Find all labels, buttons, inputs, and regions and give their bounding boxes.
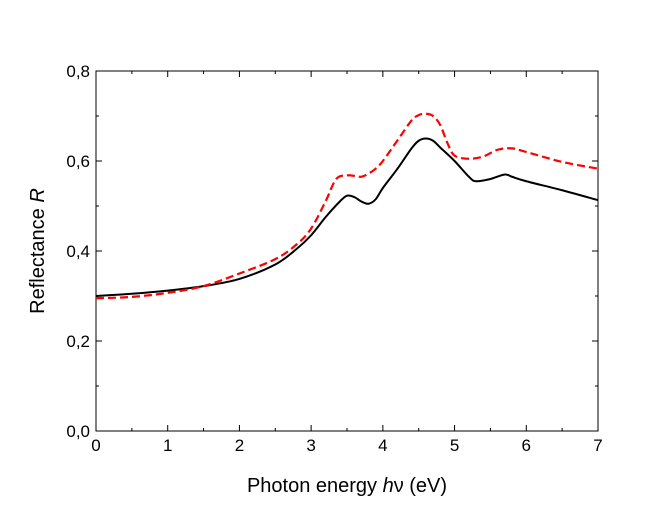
x-tick-label: 7: [593, 436, 602, 455]
data-series: [95, 112, 599, 300]
axis-tick-labels: 0 1 2 3 4 5 6 7 0,0 0,2 0,4 0,6 0,8: [66, 62, 602, 455]
axis-ticks: [95, 70, 599, 432]
x-tick-label: 1: [163, 436, 172, 455]
x-tick-label: 3: [306, 436, 315, 455]
x-axis-label: Photon energy hν (eV): [247, 475, 447, 497]
x-tick-label: 5: [450, 436, 459, 455]
y-tick-label: 0,2: [66, 332, 90, 351]
y-axis-label: Reflectance R: [27, 188, 49, 314]
x-tick-label: 6: [522, 436, 531, 455]
plot-frame: [95, 70, 599, 432]
y-tick-label: 0,0: [66, 422, 90, 441]
y-tick-label: 0,8: [66, 62, 90, 81]
series-line-solid: [95, 137, 599, 297]
x-tick-label: 4: [378, 436, 387, 455]
x-tick-label: 2: [235, 436, 244, 455]
y-tick-label: 0,4: [66, 242, 90, 261]
x-tick-label: 0: [91, 436, 100, 455]
series-line-dashed: [95, 112, 599, 300]
y-tick-label: 0,6: [66, 152, 90, 171]
